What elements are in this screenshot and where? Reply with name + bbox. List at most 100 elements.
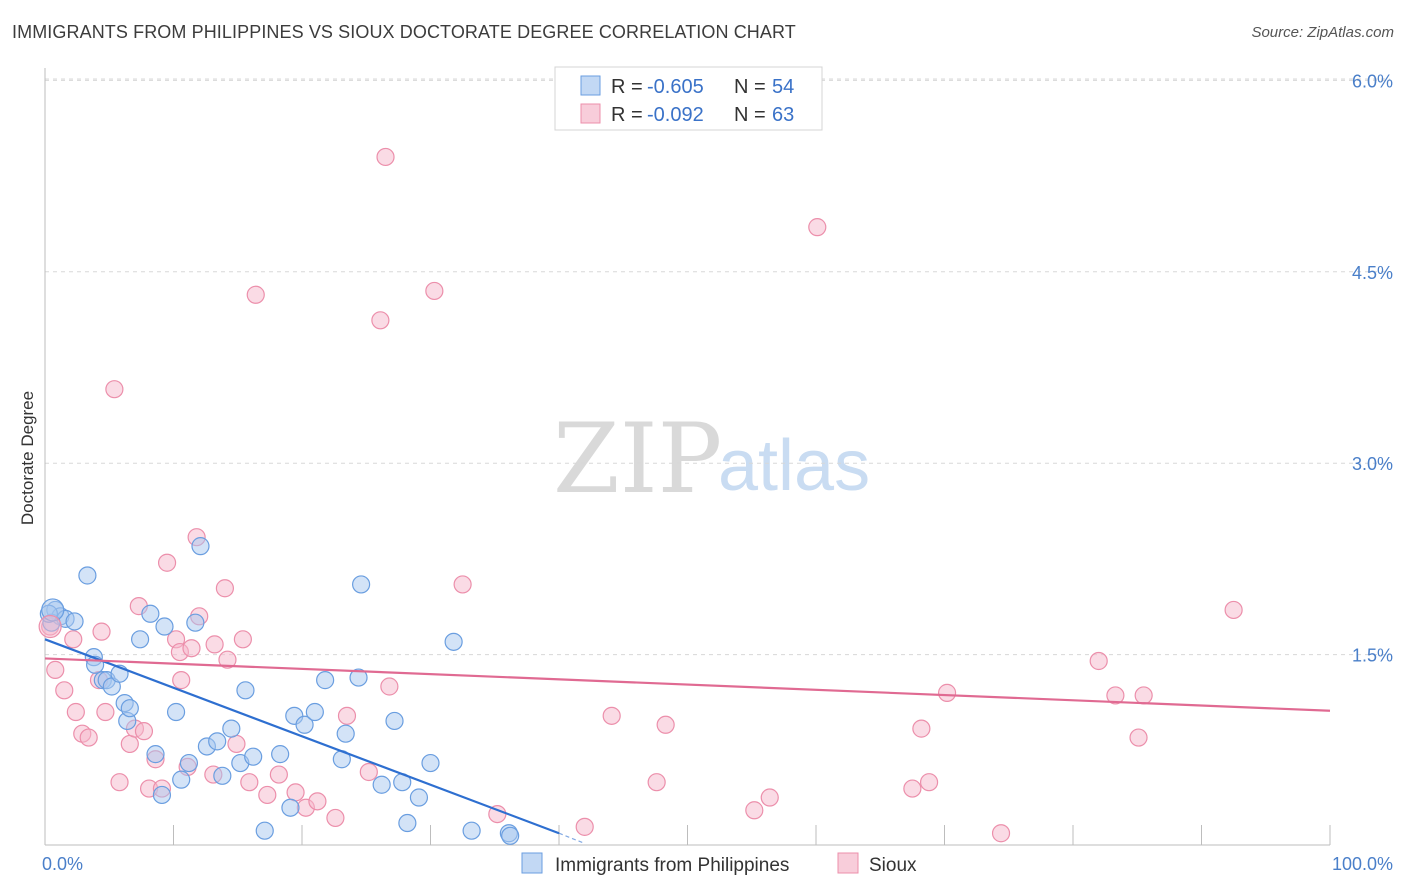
data-point (65, 612, 84, 631)
data-point (105, 380, 124, 399)
data-point (269, 765, 288, 784)
data-point (218, 650, 237, 669)
data-point (244, 747, 263, 766)
data-point (349, 668, 368, 687)
data-point (359, 762, 378, 782)
data-point (1106, 686, 1125, 705)
data-point (166, 702, 186, 722)
data-point (179, 753, 199, 773)
data-point (991, 824, 1011, 843)
data-point (146, 745, 165, 764)
legend-blue-r-label: R = (611, 76, 643, 98)
data-point (912, 719, 931, 738)
data-point (46, 660, 65, 680)
y-axis-label: Doctorate Degree (18, 391, 37, 525)
data-point (462, 821, 481, 840)
bottom-legend-pink-swatch (837, 852, 859, 874)
legend-blue-n-label: N = (734, 76, 766, 98)
data-points (38, 147, 1243, 845)
data-point (295, 715, 314, 734)
data-point (501, 826, 520, 845)
trend-line-pink (44, 657, 1331, 712)
y-tick-label: 4.5% (1352, 263, 1393, 283)
data-point (808, 218, 827, 237)
axes: 1.5% 3.0% 4.5% 6.0% 0.0% 100.0% (42, 68, 1393, 874)
data-point (1129, 728, 1148, 747)
data-point (205, 635, 224, 654)
data-point (186, 613, 205, 632)
x-tick-label: 100.0% (1332, 854, 1393, 874)
data-point (380, 677, 399, 696)
legend-blue-swatch (580, 75, 601, 96)
legend-pink-n-value: 63 (772, 104, 794, 126)
data-point (96, 702, 115, 722)
data-point (1224, 600, 1243, 620)
watermark-atlas: atlas (718, 426, 870, 506)
data-point (120, 734, 139, 754)
data-point (1134, 686, 1153, 705)
legend-blue-r-value: -0.605 (647, 76, 704, 98)
trend-line-blue (44, 638, 560, 835)
legend-pink-r-label: R = (611, 104, 643, 126)
data-point (903, 779, 922, 798)
data-point (656, 715, 675, 734)
data-point (919, 773, 939, 792)
data-point (444, 632, 463, 651)
data-point (236, 681, 255, 700)
data-point (398, 813, 417, 833)
bottom-legend-blue-swatch (521, 852, 543, 874)
data-point (255, 821, 274, 840)
data-point (326, 808, 345, 828)
data-point (286, 783, 305, 802)
data-point (281, 798, 300, 817)
y-tick-label: 1.5% (1352, 646, 1393, 666)
data-point (271, 745, 290, 764)
data-point (141, 604, 160, 623)
data-point (421, 753, 440, 773)
trend-lines (44, 638, 1331, 845)
y-tick-label: 6.0% (1352, 71, 1393, 91)
data-point (66, 702, 85, 722)
data-point (172, 671, 191, 690)
data-point (78, 566, 97, 585)
legend-pink-r-value: -0.092 (647, 104, 704, 126)
correlation-legend: R = -0.605 N = 54 R = -0.092 N = 63 (554, 66, 823, 131)
data-point (376, 147, 395, 167)
data-point (240, 773, 259, 792)
data-point (385, 711, 404, 731)
data-point (208, 732, 227, 751)
data-point (425, 281, 444, 301)
bottom-legend-blue-label: Immigrants from Philippines (555, 855, 789, 876)
data-point (371, 311, 390, 330)
data-point (745, 801, 764, 820)
source-label: Source: ZipAtlas.com (1251, 24, 1394, 41)
data-point (760, 788, 779, 807)
data-point (246, 285, 265, 304)
data-point (647, 773, 666, 792)
data-point (152, 785, 172, 805)
data-point (79, 728, 98, 747)
data-point (305, 702, 324, 722)
data-point (233, 630, 252, 649)
data-point (182, 639, 201, 658)
y-tick-label: 3.0% (1352, 454, 1393, 474)
data-point (55, 681, 74, 700)
data-point (120, 699, 139, 718)
data-point (575, 817, 594, 836)
data-point-large (38, 614, 62, 639)
data-point (352, 575, 371, 594)
series-legend: Immigrants from Philippines Sioux (521, 852, 917, 876)
data-point (372, 775, 391, 794)
data-point (92, 622, 111, 641)
data-point (222, 719, 241, 738)
data-point (172, 770, 191, 789)
legend-pink-n-label: N = (734, 104, 766, 126)
data-point (409, 788, 429, 807)
legend-pink-swatch (580, 103, 601, 124)
data-point (155, 617, 174, 636)
data-point (453, 575, 472, 594)
data-point (308, 792, 327, 811)
data-point (134, 722, 154, 741)
data-point (157, 553, 177, 572)
